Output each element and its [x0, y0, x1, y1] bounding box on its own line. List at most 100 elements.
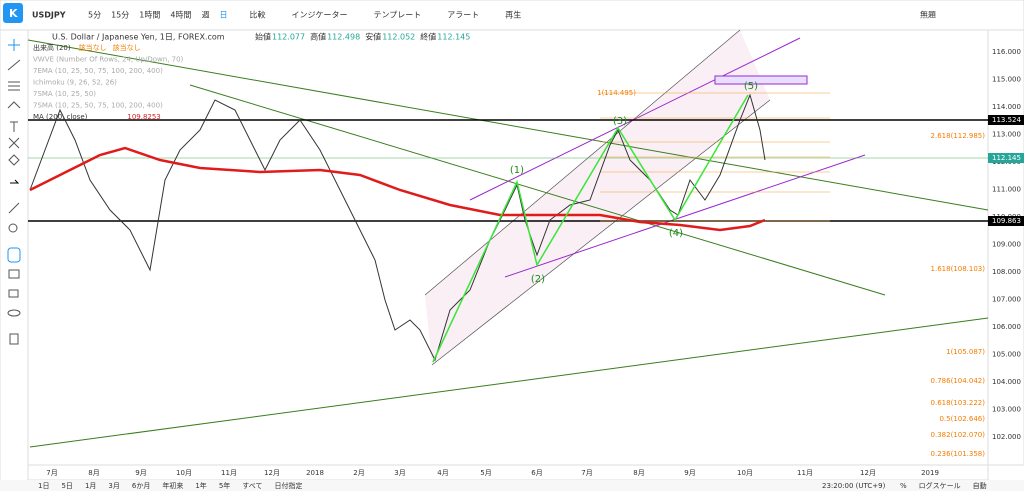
wave-label: (2) — [531, 274, 545, 285]
time-tick: 4月 — [437, 469, 448, 477]
time-tick: 2月 — [353, 469, 364, 477]
wave-label: (4) — [669, 228, 683, 239]
fib-label: 1(105.087) — [946, 348, 985, 356]
price-marker-label: 112.145 — [992, 154, 1021, 162]
price-tick: 107.000 — [992, 296, 1021, 304]
range-button[interactable]: 5日 — [61, 482, 72, 490]
price-tick: 114.000 — [992, 103, 1021, 111]
fib-label: 0.786(104.042) — [931, 377, 986, 385]
ohlc-value: 112.145 — [437, 33, 470, 42]
indicator-note: 該当なし — [113, 43, 141, 52]
time-tick: 8月 — [633, 469, 644, 477]
interval[interactable]: 15分 — [111, 11, 129, 20]
indicator: 7SMA (10, 25, 50) — [33, 90, 96, 98]
time-tick: 12月 — [860, 469, 876, 477]
scale-option[interactable]: 自動 — [973, 481, 987, 490]
fib-label: 0.382(102.070) — [931, 431, 986, 439]
time-tick: 7月 — [581, 469, 592, 477]
time-tick: 5月 — [480, 469, 491, 477]
toolbar-button[interactable]: 再生 — [505, 10, 521, 20]
range-button[interactable]: 日付指定 — [275, 481, 303, 490]
time-tick: 10月 — [176, 469, 192, 477]
time-tick: 9月 — [684, 469, 695, 477]
left-icons[interactable] — [7, 39, 21, 345]
fib-label: 1(114.495) — [597, 89, 636, 97]
time-tick: 3月 — [394, 469, 405, 477]
range-button[interactable]: すべて — [242, 482, 262, 490]
range-button[interactable]: 1日 — [38, 482, 49, 490]
indicator: Ichimoku (9, 26, 52, 26) — [33, 79, 117, 87]
time-tick: 11月 — [221, 469, 237, 477]
price-marker-label: 113.524 — [992, 116, 1021, 124]
scale-option[interactable]: ログスケール — [919, 481, 961, 490]
indicator-note: 該当なし — [79, 43, 107, 52]
indicator: VWVE (Number Of Rows, 24, Up/Down, 70) — [33, 56, 184, 64]
toolbar-button[interactable]: 比較 — [249, 10, 265, 20]
indicator: 7EMA (10, 25, 50, 75, 100, 200, 400) — [33, 67, 163, 75]
time-tick: 6月 — [531, 469, 542, 477]
price-tick: 116.000 — [992, 48, 1021, 56]
time-tick: 2018 — [306, 469, 324, 477]
price-marker-label: 109.863 — [992, 217, 1021, 225]
logo[interactable] — [3, 3, 23, 23]
ohlc-value: 112.498 — [327, 33, 360, 42]
price-tick: 108.000 — [992, 268, 1021, 276]
scale-option[interactable]: % — [900, 482, 907, 490]
interval[interactable]: 週 — [201, 11, 209, 20]
ohlc-label: 高値 — [310, 32, 326, 42]
price-tick: 113.000 — [992, 131, 1021, 139]
range-button[interactable]: 1年 — [195, 481, 206, 490]
time-tick: 12月 — [264, 469, 280, 477]
toolbar-button[interactable]: テンプレート — [373, 11, 421, 20]
price-marker — [988, 216, 1024, 226]
symbol[interactable]: USDJPY — [32, 11, 66, 20]
interval[interactable]: 4時間 — [170, 11, 191, 20]
fib-label: 0.618(103.222) — [931, 399, 986, 407]
price-tick: 111.000 — [992, 186, 1021, 194]
price-tick: 109.000 — [992, 241, 1021, 249]
fib-label: 1.618(108.103) — [931, 265, 986, 273]
price-axis — [987, 29, 1024, 466]
range-button[interactable]: 3月 — [108, 482, 119, 490]
time-tick: 11月 — [797, 469, 813, 477]
ma-value: 109.8253 — [127, 113, 160, 121]
range-button[interactable]: 年初来 — [162, 481, 183, 490]
wave-label: (1) — [510, 165, 524, 176]
clock: 23:20:00 (UTC+9) — [822, 482, 886, 490]
time-tick: 9月 — [135, 469, 146, 477]
ohlc-value: 112.077 — [272, 33, 305, 42]
price-tick: 115.000 — [992, 76, 1021, 84]
ohlc-value: 112.052 — [382, 33, 415, 42]
toolbar-button[interactable]: アラート — [447, 11, 479, 20]
logo-letter: K — [9, 7, 18, 20]
time-axis — [27, 464, 989, 481]
fib-label: 2.618(112.985) — [931, 132, 986, 140]
interval[interactable]: 5分 — [88, 11, 101, 20]
interval[interactable]: 1時間 — [139, 11, 160, 20]
price-tick: 102.000 — [992, 433, 1021, 441]
range-button[interactable]: 1月 — [85, 482, 96, 490]
interval[interactable]: 日 — [219, 11, 227, 20]
ohlc-label: 始値 — [255, 32, 271, 42]
fib-label: 0.236(101.358) — [931, 450, 986, 458]
top-toolbar — [0, 0, 1024, 31]
range-button[interactable]: 6か月 — [132, 482, 150, 490]
fib-label: 0.5(102.646) — [939, 415, 985, 423]
ohlc-label: 終値 — [420, 32, 436, 42]
toolbar-button[interactable]: インジケーター — [291, 11, 347, 20]
footer — [0, 480, 1024, 491]
time-tick: 2019 — [921, 469, 939, 477]
price-marker — [988, 115, 1024, 125]
time-tick: 7月 — [46, 469, 57, 477]
indicator: 7SMA (10, 25, 50, 75, 100, 200, 400) — [33, 102, 163, 110]
chart-drawing — [27, 29, 989, 448]
time-tick: 8月 — [88, 469, 99, 477]
legend-title: U.S. Dollar / Japanese Yen, 1日, FOREX.co… — [52, 33, 225, 42]
wave-label: (3) — [613, 116, 627, 127]
range-button[interactable]: 5年 — [219, 481, 230, 490]
layout-name[interactable]: 無題 — [920, 10, 936, 20]
time-tick: 10月 — [737, 469, 753, 477]
indicator: MA (200, close) — [33, 113, 88, 121]
price-tick: 106.000 — [992, 323, 1021, 331]
